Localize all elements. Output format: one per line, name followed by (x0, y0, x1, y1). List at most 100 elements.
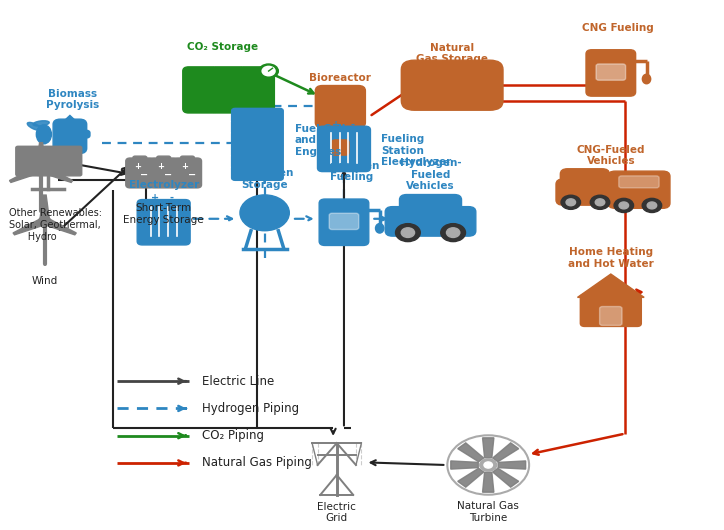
Text: +: + (151, 193, 159, 203)
Text: +: + (158, 162, 164, 171)
Circle shape (447, 228, 460, 237)
FancyBboxPatch shape (137, 200, 190, 245)
Text: −: − (188, 170, 196, 180)
FancyBboxPatch shape (318, 126, 371, 172)
Text: Electrolyzer: Electrolyzer (129, 180, 199, 190)
Ellipse shape (240, 195, 290, 231)
Text: Hydrogen-
Fueled
Vehicles: Hydrogen- Fueled Vehicles (400, 158, 461, 191)
FancyBboxPatch shape (581, 294, 641, 326)
FancyBboxPatch shape (329, 213, 359, 229)
Polygon shape (40, 195, 50, 221)
Text: Other Renewables:
Solar, Geothermal,
      Hydro: Other Renewables: Solar, Geothermal, Hyd… (9, 208, 101, 242)
Text: −: − (140, 170, 148, 180)
FancyBboxPatch shape (608, 171, 670, 208)
Text: Biomass
Pyrolysis: Biomass Pyrolysis (46, 89, 99, 110)
Ellipse shape (642, 74, 651, 84)
FancyBboxPatch shape (401, 60, 503, 110)
FancyBboxPatch shape (316, 85, 366, 128)
Circle shape (441, 224, 466, 242)
FancyBboxPatch shape (16, 160, 39, 176)
Circle shape (35, 164, 47, 173)
Circle shape (395, 224, 420, 242)
FancyBboxPatch shape (596, 64, 626, 80)
FancyBboxPatch shape (211, 67, 246, 113)
FancyBboxPatch shape (619, 176, 659, 188)
FancyBboxPatch shape (133, 156, 147, 163)
Polygon shape (451, 461, 479, 469)
FancyBboxPatch shape (599, 306, 622, 325)
Polygon shape (483, 472, 494, 492)
Circle shape (561, 195, 581, 209)
Text: Electric
Grid: Electric Grid (317, 502, 356, 524)
Text: Bioreactor: Bioreactor (309, 73, 371, 83)
FancyBboxPatch shape (232, 131, 283, 146)
Circle shape (484, 462, 492, 468)
Ellipse shape (28, 122, 41, 130)
Text: Natural Gas Piping: Natural Gas Piping (202, 456, 312, 470)
Polygon shape (498, 461, 526, 469)
FancyBboxPatch shape (586, 50, 636, 96)
FancyBboxPatch shape (556, 179, 618, 205)
Circle shape (647, 202, 657, 209)
Circle shape (642, 198, 662, 213)
Text: CNG Fueling: CNG Fueling (582, 23, 654, 33)
Text: CO₂ Storage: CO₂ Storage (187, 42, 258, 52)
FancyBboxPatch shape (180, 156, 194, 163)
Polygon shape (493, 443, 518, 462)
FancyBboxPatch shape (58, 160, 82, 176)
Circle shape (259, 64, 278, 78)
Circle shape (480, 459, 497, 471)
Polygon shape (323, 122, 358, 144)
FancyBboxPatch shape (239, 67, 274, 113)
Text: Wind: Wind (32, 277, 58, 286)
FancyBboxPatch shape (232, 154, 283, 169)
Ellipse shape (36, 125, 51, 144)
Text: Short-Term
Energy Storage: Short-Term Energy Storage (123, 203, 204, 225)
Text: Hydrogen
Storage: Hydrogen Storage (236, 169, 293, 190)
FancyBboxPatch shape (232, 143, 283, 157)
Text: Electric Line: Electric Line (202, 375, 274, 387)
Text: -: - (170, 193, 174, 203)
Circle shape (38, 217, 51, 225)
Polygon shape (36, 143, 46, 169)
Text: Fueling
Station
Electrolyzer: Fueling Station Electrolyzer (382, 134, 452, 167)
Polygon shape (458, 469, 484, 487)
Polygon shape (483, 438, 494, 458)
FancyBboxPatch shape (560, 169, 610, 190)
Circle shape (619, 202, 628, 209)
FancyBboxPatch shape (156, 156, 171, 163)
Circle shape (590, 195, 610, 209)
Text: Fuel Cells
and
Engines: Fuel Cells and Engines (295, 123, 351, 157)
Text: +: + (332, 120, 340, 130)
FancyBboxPatch shape (76, 130, 90, 138)
Text: CNG-Fueled
Vehicles: CNG-Fueled Vehicles (576, 145, 645, 166)
Circle shape (566, 199, 576, 206)
Text: -: - (350, 120, 354, 130)
Circle shape (401, 228, 415, 237)
Circle shape (262, 66, 275, 76)
Polygon shape (493, 469, 518, 487)
Circle shape (595, 199, 605, 206)
FancyBboxPatch shape (232, 108, 283, 123)
FancyBboxPatch shape (232, 120, 283, 135)
Polygon shape (13, 218, 47, 235)
FancyBboxPatch shape (332, 140, 349, 155)
Polygon shape (42, 218, 76, 235)
FancyBboxPatch shape (126, 158, 154, 188)
FancyBboxPatch shape (58, 146, 82, 162)
Text: CO₂ Piping: CO₂ Piping (202, 429, 264, 442)
Text: Hydrogen Piping: Hydrogen Piping (202, 402, 299, 415)
FancyBboxPatch shape (37, 146, 61, 162)
Text: Natural Gas
Turbine: Natural Gas Turbine (458, 501, 519, 523)
Text: −: − (164, 170, 172, 180)
Text: Natural
Gas Storage: Natural Gas Storage (416, 42, 488, 64)
FancyBboxPatch shape (150, 158, 177, 188)
Text: +: + (182, 162, 188, 171)
Polygon shape (458, 443, 484, 462)
Text: Hydrogen
Fueling: Hydrogen Fueling (322, 161, 380, 182)
FancyBboxPatch shape (232, 165, 283, 180)
Polygon shape (9, 165, 43, 182)
FancyBboxPatch shape (182, 67, 218, 113)
FancyBboxPatch shape (400, 195, 461, 218)
FancyBboxPatch shape (37, 160, 61, 176)
